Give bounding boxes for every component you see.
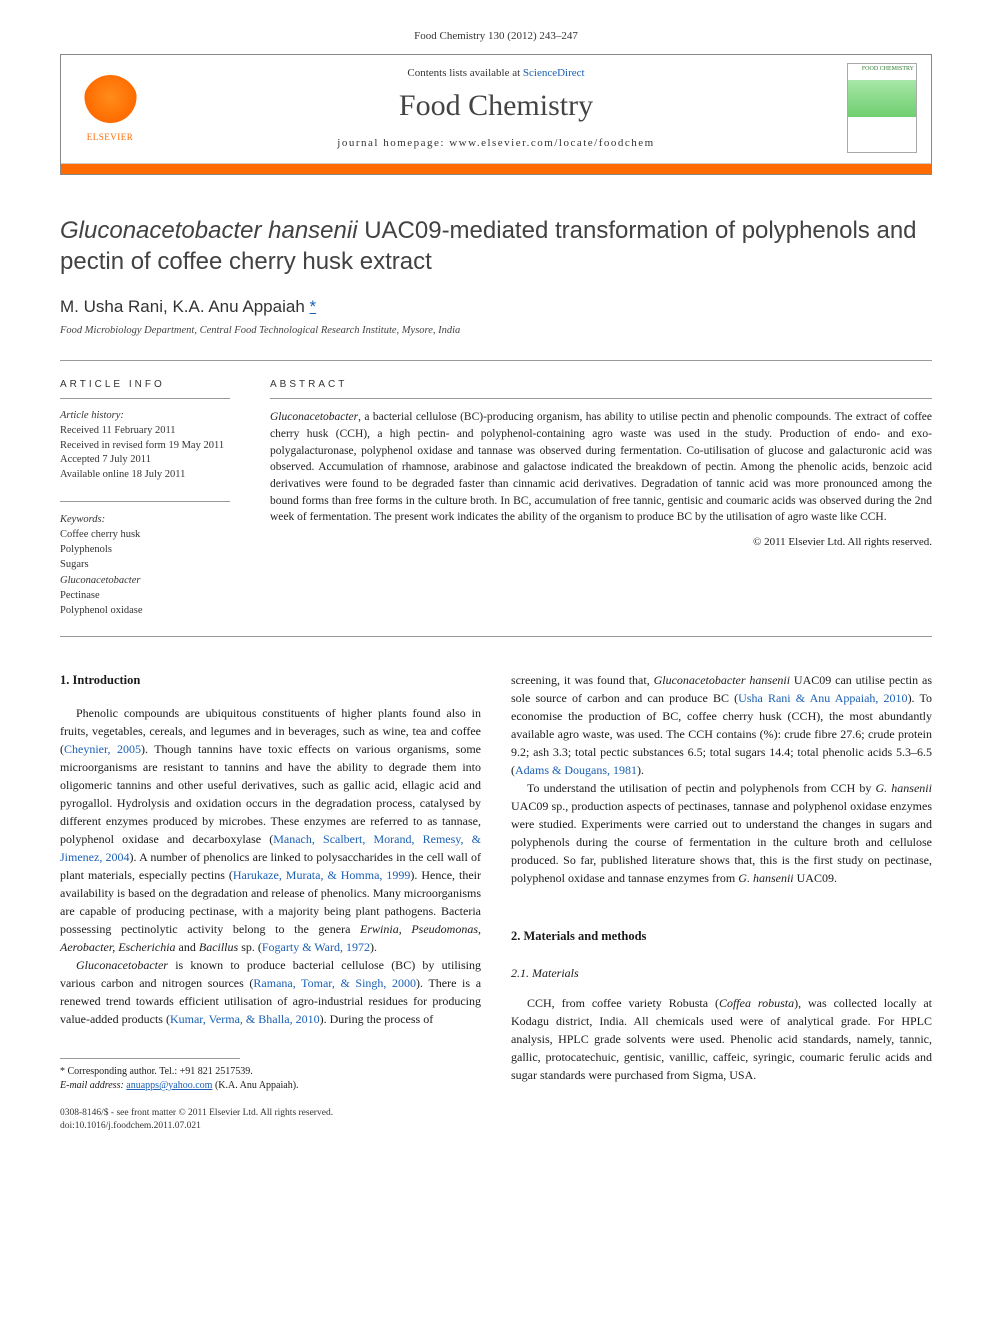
contents-prefix: Contents lists available at — [407, 67, 522, 79]
homepage-prefix: journal homepage: — [337, 137, 449, 149]
publisher-name: ELSEVIER — [87, 132, 134, 142]
citation-link[interactable]: Ramana, Tomar, & Singh, 2000 — [253, 976, 416, 990]
doi-line: doi:10.1016/j.foodchem.2011.07.021 — [60, 1120, 481, 1133]
keyword: Polyphenol oxidase — [60, 603, 250, 618]
citation-link[interactable]: Harukaze, Murata, & Homma, 1999 — [233, 868, 411, 882]
sciencedirect-link[interactable]: ScienceDirect — [523, 67, 585, 79]
footnote-rule — [60, 1058, 240, 1059]
contents-available-line: Contents lists available at ScienceDirec… — [145, 67, 847, 79]
author-1: M. Usha Rani, — [60, 297, 172, 316]
citation-link[interactable]: Kumar, Verma, & Bhalla, 2010 — [170, 1012, 320, 1026]
meta-bottom-rule — [60, 636, 932, 637]
homepage-url: www.elsevier.com/locate/foodchem — [449, 137, 655, 149]
journal-cover-thumbnail — [847, 63, 917, 153]
abstract-heading: ABSTRACT — [270, 379, 932, 390]
section-heading-materials-methods: 2. Materials and methods — [511, 927, 932, 946]
journal-header-box: ELSEVIER Contents lists available at Sci… — [60, 54, 932, 175]
email-label: E-mail address: — [60, 1080, 124, 1091]
history-received: Received 11 February 2011 — [60, 424, 250, 439]
citation-line: Food Chemistry 130 (2012) 243–247 — [60, 30, 932, 42]
materials-paragraph: CCH, from coffee variety Robusta (Coffea… — [511, 994, 932, 1084]
accent-bar — [61, 164, 931, 174]
left-column: 1. Introduction Phenolic compounds are u… — [60, 671, 481, 1132]
corresponding-author-mark[interactable]: * — [310, 297, 317, 316]
journal-name: Food Chemistry — [145, 89, 847, 123]
title-italic: Gluconacetobacter hansenii — [60, 217, 358, 244]
citation-link[interactable]: Adams & Dougans, 1981 — [515, 763, 637, 777]
history-head: Article history: — [60, 409, 250, 424]
email-suffix: (K.A. Anu Appaiah). — [212, 1080, 298, 1091]
front-matter-line: 0308-8146/$ - see front matter © 2011 El… — [60, 1107, 481, 1120]
history-accepted: Accepted 7 July 2011 — [60, 453, 250, 468]
elsevier-logo: ELSEVIER — [75, 71, 145, 146]
keyword: Pectinase — [60, 588, 250, 603]
section-heading-introduction: 1. Introduction — [60, 671, 481, 690]
intro-continuation: screening, it was found that, Gluconacet… — [511, 671, 932, 779]
keyword: Sugars — [60, 557, 250, 572]
info-rule — [60, 398, 230, 399]
intro-paragraph-1: Phenolic compounds are ubiquitous consti… — [60, 704, 481, 956]
author-2: K.A. Anu Appaiah — [172, 297, 304, 316]
history-revised: Received in revised form 19 May 2011 — [60, 439, 250, 454]
intro-paragraph-3: To understand the utilisation of pectin … — [511, 779, 932, 887]
citation-link[interactable]: Usha Rani & Anu Appaiah, 2010 — [738, 691, 907, 705]
copyright-line: © 2011 Elsevier Ltd. All rights reserved… — [270, 536, 932, 548]
keywords-head: Keywords: — [60, 512, 250, 527]
journal-homepage-line: journal homepage: www.elsevier.com/locat… — [145, 137, 847, 149]
article-info-heading: ARTICLE INFO — [60, 379, 250, 390]
author-affiliation: Food Microbiology Department, Central Fo… — [60, 325, 932, 336]
article-history: Article history: Received 11 February 20… — [60, 409, 250, 482]
abstract-text: Gluconacetobacter, a bacterial cellulose… — [270, 409, 932, 526]
article-title: Gluconacetobacter hansenii UAC09-mediate… — [60, 215, 932, 277]
keyword: Gluconacetobacter — [60, 573, 250, 588]
corr-tel: * Corresponding author. Tel.: +91 821 25… — [60, 1065, 481, 1079]
doi-block: 0308-8146/$ - see front matter © 2011 El… — [60, 1107, 481, 1133]
keywords-block: Keywords: Coffee cherry husk Polyphenols… — [60, 512, 250, 619]
corresponding-author-note: * Corresponding author. Tel.: +91 821 25… — [60, 1065, 481, 1093]
right-column: screening, it was found that, Gluconacet… — [511, 671, 932, 1132]
citation-link[interactable]: Cheynier, 2005 — [64, 742, 141, 756]
keyword: Polyphenols — [60, 542, 250, 557]
keyword: Coffee cherry husk — [60, 527, 250, 542]
corresponding-email-link[interactable]: anuapps@yahoo.com — [126, 1080, 212, 1091]
authors-line: M. Usha Rani, K.A. Anu Appaiah * — [60, 297, 932, 317]
history-online: Available online 18 July 2011 — [60, 468, 250, 483]
kw-rule — [60, 501, 230, 502]
subsection-heading-materials: 2.1. Materials — [511, 964, 932, 982]
intro-paragraph-2: Gluconacetobacter is known to produce ba… — [60, 956, 481, 1028]
citation-link[interactable]: Fogarty & Ward, 1972 — [262, 940, 370, 954]
abstract-rule — [270, 398, 932, 399]
